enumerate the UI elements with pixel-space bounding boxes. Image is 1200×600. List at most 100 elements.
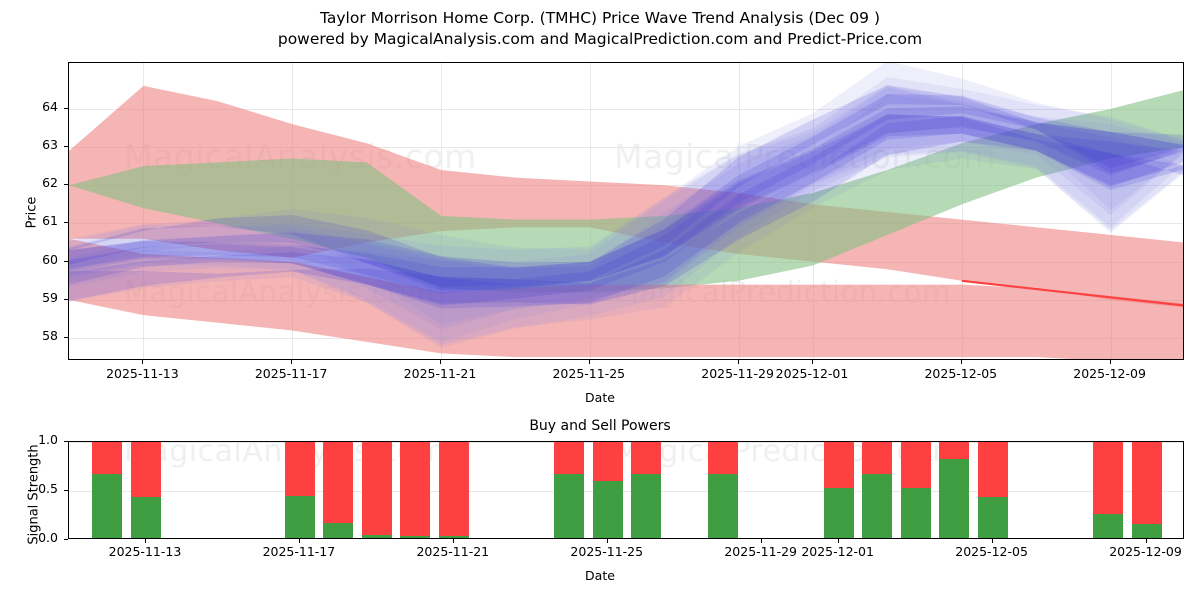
y-tick-label: 60 (42, 251, 58, 267)
band-blue-wave-band (69, 87, 1183, 348)
y-tick-label: 61 (42, 213, 58, 229)
power-x-tickmark (298, 539, 300, 543)
bar-sell-segment (1131, 442, 1162, 525)
power-x-tickmark (1145, 539, 1147, 543)
title-line-primary: Taylor Morrison Home Corp. (TMHC) Price … (319, 9, 881, 27)
bar-sell-segment (592, 442, 623, 482)
y-tickmark (64, 222, 68, 224)
power-x-tickmark (606, 539, 608, 543)
x-tickmark (812, 360, 813, 364)
bar-buy-segment (708, 474, 739, 538)
bar-buy-segment (977, 496, 1008, 538)
power-x-tickmark (991, 539, 993, 543)
power-x-tick-label: 2025-12-01 (801, 544, 874, 559)
bar-buy-segment (900, 488, 931, 538)
power-y-tick-label: 1.0 (38, 432, 58, 447)
x-tickmark (737, 360, 739, 364)
bar-group (323, 442, 354, 538)
bar-buy-segment (1093, 513, 1124, 538)
gridline-vertical (1110, 63, 1112, 359)
band-blue-wave-band (69, 85, 1183, 342)
x-tick-label: 2025-12-05 (924, 366, 998, 381)
band-blue-wave-band (69, 77, 1183, 330)
power-x-tick-label: 2025-11-29 (724, 544, 798, 559)
band-green-band (69, 90, 1183, 293)
bar-sell-segment (284, 442, 315, 496)
bar-sell-segment (977, 442, 1008, 497)
bar-group (1093, 442, 1124, 538)
power-x-tick-label: 2025-11-13 (108, 544, 182, 559)
bar-sell-segment (130, 442, 161, 497)
gridline-horizontal (69, 442, 1183, 443)
bar-buy-segment (939, 458, 970, 538)
bar-group (284, 442, 315, 538)
power-x-tick-label: 2025-12-09 (1109, 544, 1182, 559)
bar-buy-segment (130, 496, 161, 538)
x-tickmark (291, 360, 293, 364)
gridline-horizontal (69, 147, 1183, 149)
power-y-tick-label: 0.0 (38, 530, 58, 545)
bar-sell-segment (939, 442, 970, 459)
bar-sell-segment (400, 442, 431, 537)
power-y-tickmark (64, 539, 68, 540)
y-tickmark (64, 260, 68, 262)
bar-group (92, 442, 123, 538)
bar-group (977, 442, 1008, 538)
bar-sell-segment (361, 442, 392, 536)
bar-buy-segment (92, 474, 123, 538)
price-wave-bands (69, 63, 1183, 359)
bar-group (939, 442, 970, 538)
power-y-tick-label: 0.5 (38, 481, 58, 496)
power-x-tick-label: 2025-11-21 (416, 544, 490, 559)
y-tick-label: 62 (42, 175, 58, 191)
bar-sell-segment (554, 442, 585, 475)
power-x-tickmark (144, 539, 146, 543)
bar-group (1131, 442, 1162, 538)
x-tick-label: 2025-11-13 (106, 366, 179, 381)
price-wave-chart: MagicalAnalysis.comMagicalPrediction.com… (68, 62, 1184, 360)
bar-group (592, 442, 623, 538)
x-tickmark (1109, 360, 1111, 364)
x-tick-label: 2025-12-09 (1073, 366, 1146, 381)
y-tick-label: 58 (42, 328, 58, 344)
x-tick-label: 2025-12-01 (775, 366, 849, 381)
bar-sell-segment (900, 442, 931, 489)
bar-sell-segment (823, 442, 854, 489)
x-tickmark (960, 360, 962, 364)
title-line-secondary: powered by MagicalAnalysis.com and Magic… (277, 30, 923, 48)
band-blue-core-wave (69, 114, 1183, 306)
power-y-tickmark (64, 490, 68, 491)
bar-group (361, 442, 392, 538)
bar-sell-segment (862, 442, 893, 475)
buy-sell-x-axis-label: Date (585, 568, 615, 583)
x-tickmark (440, 360, 441, 364)
x-tick-label: 2025-11-25 (552, 366, 626, 381)
gridline-horizontal (69, 491, 1183, 492)
bar-buy-segment (284, 495, 315, 538)
power-x-tickmark (760, 539, 762, 543)
power-x-tick-label: 2025-11-25 (570, 544, 644, 559)
bar-buy-segment (631, 474, 662, 538)
y-tick-label: 59 (42, 289, 58, 305)
bar-group (823, 442, 854, 538)
bar-buy-segment (400, 536, 431, 538)
bar-sell-segment (438, 442, 469, 537)
bar-buy-segment (438, 536, 469, 538)
bar-buy-segment (554, 474, 585, 538)
bar-group (554, 442, 585, 538)
power-x-tickmark (452, 539, 454, 543)
y-tickmark (64, 146, 68, 148)
band-blue-wave-band (69, 94, 1183, 345)
y-tickmark (64, 298, 68, 300)
band-blue-core-wave (69, 85, 1183, 292)
bar-group (130, 442, 161, 538)
buy-sell-chart-title: Buy and Sell Powers (529, 418, 671, 434)
band-red-lower-band (69, 238, 1183, 359)
gridline-horizontal (69, 108, 1183, 110)
x-tickmark (588, 360, 590, 364)
power-y-tickmark (64, 441, 68, 442)
bar-buy-segment (592, 481, 623, 538)
bar-sell-segment (1093, 442, 1124, 514)
bar-group (631, 442, 662, 538)
